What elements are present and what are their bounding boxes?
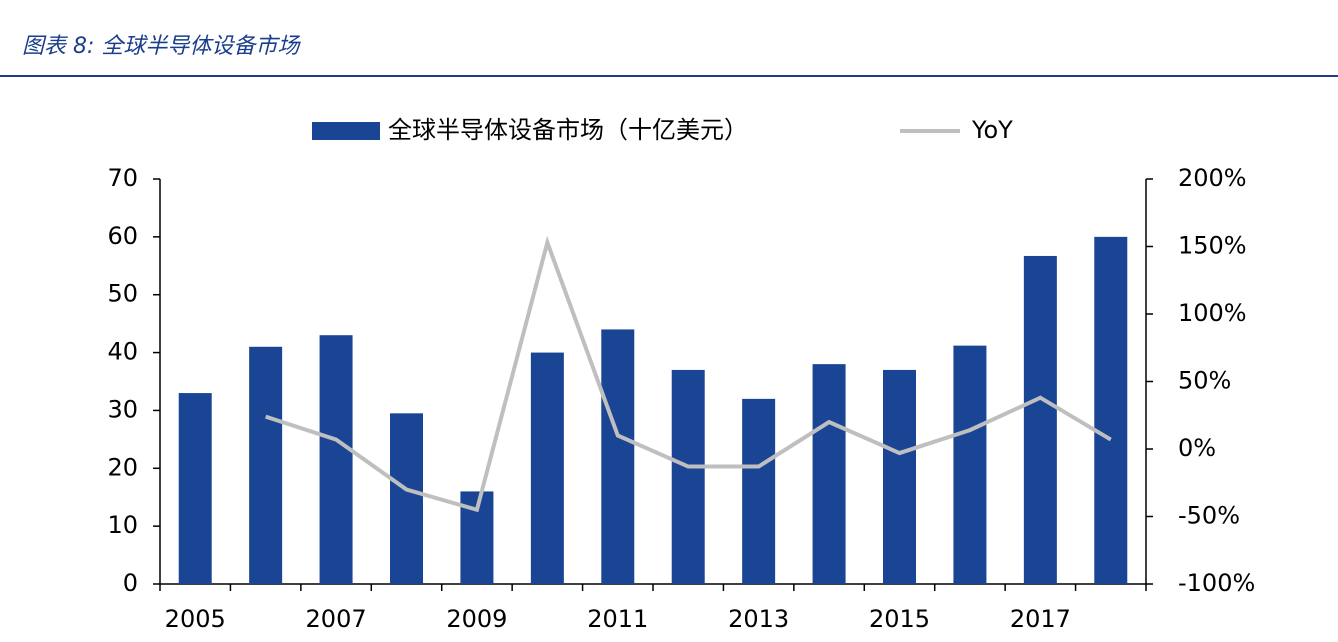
y2-tick-label: -50% [1178,502,1240,530]
bar [1094,236,1128,584]
y2-tick-label: 100% [1178,299,1247,327]
y-tick-label: 10 [107,511,138,539]
bar [530,352,564,584]
y-tick-label: 30 [107,395,138,423]
y2-tick-label: -100% [1178,569,1255,597]
y-tick-label: 60 [107,222,138,250]
x-tick-label: 2007 [306,605,367,633]
x-tick-label: 2011 [587,605,648,633]
bar [249,346,283,584]
bar [390,413,423,584]
y-tick-label: 40 [107,338,138,366]
bar [319,335,353,584]
x-tick-label: 2013 [728,605,789,633]
y2-tick-label: 150% [1178,232,1247,260]
bar [742,398,776,584]
y-tick-label: 70 [107,164,138,192]
legend-label: 全球半导体设备市场（十亿美元） [388,116,748,144]
y2-tick-label: 0% [1178,434,1216,462]
y-tick-label: 20 [107,453,138,481]
y-tick-label: 0 [123,569,138,597]
bar [812,364,846,584]
bar [1023,255,1057,584]
y2-tick-label: 50% [1178,367,1231,395]
legend-swatch [312,122,380,140]
bar [671,369,705,584]
x-tick-label: 2005 [165,605,226,633]
line [265,235,1112,513]
bar [953,345,987,584]
x-tick-label: 2017 [1010,605,1071,633]
x-tick-label: 2015 [869,605,930,633]
x-tick-label: 2009 [446,605,507,633]
bar [601,329,635,584]
bar [883,369,916,584]
y2-tick-label: 200% [1178,164,1247,192]
chart-title: 图表 8: 全球半导体设备市场 [22,34,301,59]
y-tick-label: 50 [107,280,138,308]
legend-label: YoY [971,116,1013,144]
bar [178,393,212,584]
